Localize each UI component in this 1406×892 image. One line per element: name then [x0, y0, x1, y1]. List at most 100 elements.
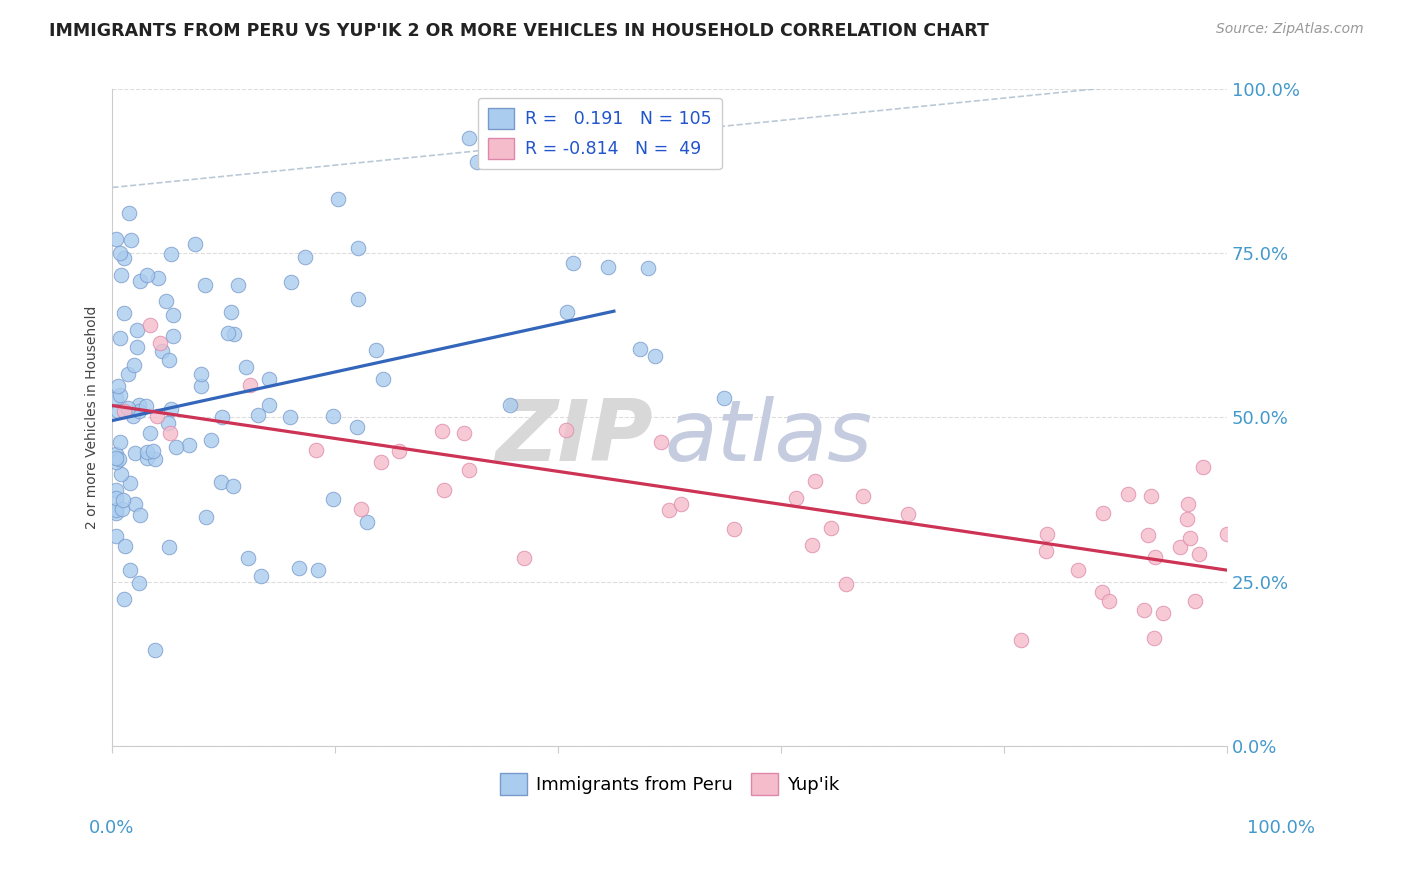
- Point: [897, 507, 920, 521]
- Point: [278, 410, 301, 425]
- Point: [247, 408, 270, 422]
- Point: [104, 455, 127, 469]
- Point: [111, 493, 134, 508]
- Point: [108, 435, 131, 450]
- Point: [257, 372, 280, 386]
- Text: atlas: atlas: [664, 396, 872, 479]
- Point: [1152, 607, 1174, 621]
- Point: [347, 241, 370, 255]
- Point: [135, 445, 157, 459]
- Point: [820, 521, 842, 535]
- Point: [110, 467, 132, 481]
- Point: [650, 435, 672, 450]
- Point: [104, 447, 127, 461]
- Point: [804, 474, 827, 488]
- Text: IMMIGRANTS FROM PERU VS YUP'IK 2 OR MORE VEHICLES IN HOUSEHOLD CORRELATION CHART: IMMIGRANTS FROM PERU VS YUP'IK 2 OR MORE…: [49, 22, 988, 40]
- Point: [117, 401, 139, 416]
- Point: [124, 497, 146, 511]
- Point: [356, 515, 378, 529]
- Point: [129, 274, 152, 288]
- Point: [226, 277, 249, 292]
- Point: [347, 292, 370, 306]
- Point: [388, 443, 411, 458]
- Point: [184, 236, 207, 251]
- Point: [159, 425, 181, 440]
- Point: [1191, 459, 1213, 474]
- Point: [190, 379, 212, 393]
- Point: [628, 343, 651, 357]
- Point: [294, 250, 316, 264]
- Point: [135, 268, 157, 282]
- Point: [104, 232, 127, 246]
- Point: [155, 294, 177, 309]
- Point: [370, 455, 392, 469]
- Point: [219, 305, 242, 319]
- Point: [127, 341, 149, 355]
- Point: [104, 529, 127, 543]
- Point: [110, 388, 132, 402]
- Point: [499, 398, 522, 412]
- Point: [239, 377, 262, 392]
- Point: [143, 451, 166, 466]
- Point: [1098, 594, 1121, 608]
- Point: [852, 489, 875, 503]
- Point: [1010, 632, 1032, 647]
- Point: [112, 592, 135, 607]
- Point: [148, 336, 170, 351]
- Point: [433, 483, 456, 497]
- Point: [236, 551, 259, 566]
- Point: [1177, 512, 1199, 526]
- Point: [1178, 531, 1201, 545]
- Point: [465, 154, 488, 169]
- Text: 0.0%: 0.0%: [89, 819, 134, 837]
- Point: [107, 379, 129, 393]
- Point: [555, 305, 578, 319]
- Point: [165, 440, 187, 454]
- Point: [124, 446, 146, 460]
- Point: [800, 538, 823, 552]
- Point: [430, 424, 453, 438]
- Point: [128, 404, 150, 418]
- Point: [1184, 594, 1206, 608]
- Point: [108, 246, 131, 260]
- Point: [136, 451, 159, 466]
- Point: [128, 398, 150, 412]
- Point: [1035, 527, 1057, 541]
- Point: [150, 343, 173, 358]
- Point: [120, 563, 142, 577]
- Point: [1170, 540, 1192, 554]
- Text: 100.0%: 100.0%: [1247, 819, 1315, 837]
- Point: [110, 330, 132, 344]
- Point: [104, 491, 127, 505]
- Point: [209, 475, 232, 489]
- Point: [1133, 603, 1156, 617]
- Point: [834, 577, 856, 591]
- Point: [211, 410, 233, 425]
- Point: [257, 398, 280, 412]
- Point: [177, 438, 200, 452]
- Point: [457, 463, 479, 477]
- Point: [160, 401, 183, 416]
- Point: [1143, 631, 1166, 645]
- Point: [104, 506, 127, 520]
- Point: [644, 350, 666, 364]
- Point: [122, 409, 145, 424]
- Point: [128, 575, 150, 590]
- Point: [112, 306, 135, 320]
- Point: [280, 275, 302, 289]
- Point: [322, 491, 344, 506]
- Point: [554, 423, 576, 437]
- Point: [250, 569, 273, 583]
- Point: [157, 352, 180, 367]
- Point: [114, 539, 136, 553]
- Point: [350, 502, 373, 516]
- Text: ZIP: ZIP: [495, 396, 652, 479]
- Point: [713, 391, 735, 405]
- Point: [326, 193, 349, 207]
- Point: [120, 475, 142, 490]
- Point: [110, 268, 132, 282]
- Point: [127, 323, 149, 337]
- Point: [139, 318, 162, 332]
- Point: [217, 326, 239, 341]
- Point: [143, 642, 166, 657]
